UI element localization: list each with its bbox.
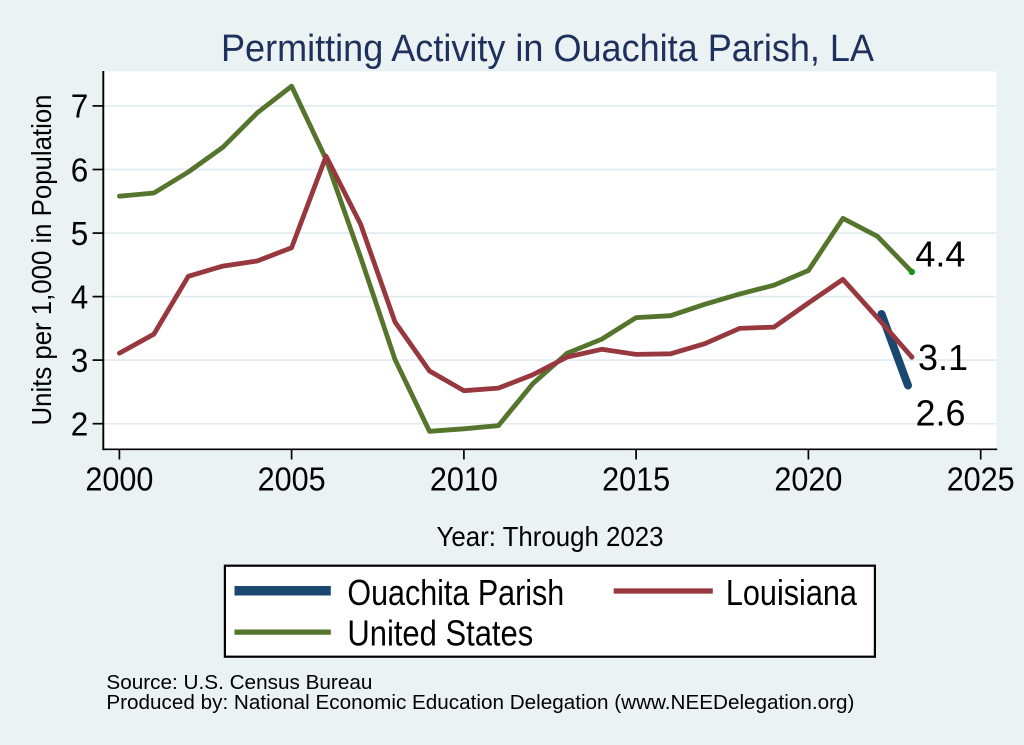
svg-text:2.6: 2.6 [916,393,966,434]
svg-text:Produced by: National Economic: Produced by: National Economic Education… [106,691,854,714]
svg-text:Source: U.S. Census Bureau: Source: U.S. Census Bureau [106,671,372,694]
svg-text:3.1: 3.1 [918,337,968,378]
svg-text:4.4: 4.4 [915,234,965,275]
svg-text:Year: Through 2023: Year: Through 2023 [437,521,664,552]
svg-text:2000: 2000 [85,462,153,499]
svg-text:6: 6 [71,151,89,188]
svg-text:Louisiana: Louisiana [726,572,858,613]
svg-text:Ouachita Parish: Ouachita Parish [347,572,564,613]
svg-text:3: 3 [71,342,89,379]
svg-text:2005: 2005 [258,462,326,499]
svg-text:2015: 2015 [602,462,670,499]
svg-text:7: 7 [71,88,89,125]
svg-text:Units per 1,000 in Population: Units per 1,000 in Population [26,95,57,426]
svg-text:Permitting Activity in Ouachit: Permitting Activity in Ouachita Parish, … [221,28,875,70]
svg-text:2020: 2020 [774,462,842,499]
svg-text:2025: 2025 [947,462,1015,499]
svg-text:2010: 2010 [430,462,498,499]
svg-text:United States: United States [347,612,533,653]
svg-text:2: 2 [71,406,89,443]
svg-text:4: 4 [71,278,89,315]
svg-text:5: 5 [71,215,89,252]
